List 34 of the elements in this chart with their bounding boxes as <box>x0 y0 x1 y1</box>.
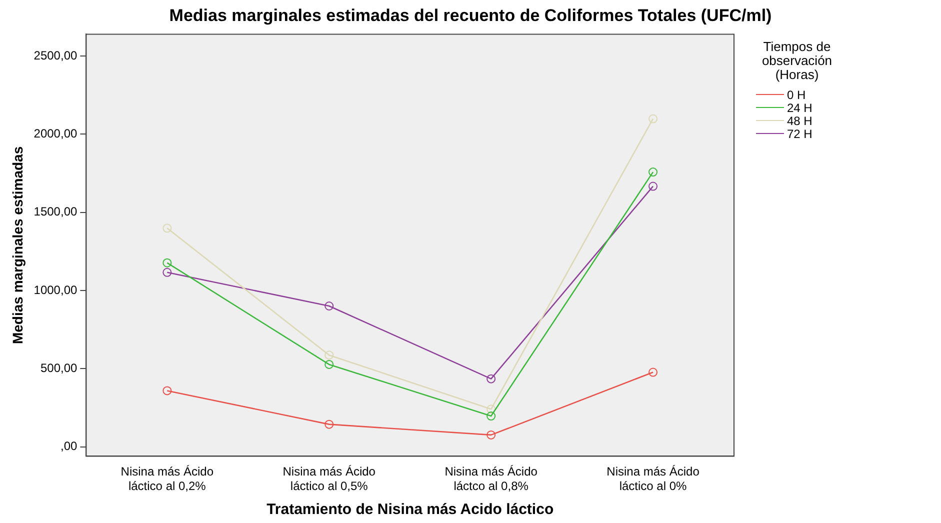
legend-title: Tiempos de observación (Horas) <box>760 39 834 82</box>
x-tick-label: Nisina más Ácido láctico al 0% <box>606 464 700 494</box>
point <box>162 258 172 268</box>
point <box>648 114 658 124</box>
point <box>162 268 172 277</box>
x-tick-label: Nisina más Ácido láctico al 0,2% <box>120 464 214 494</box>
point <box>648 168 658 177</box>
legend-label: 0 H <box>787 88 806 102</box>
y-tick-label: ,00 <box>60 439 78 454</box>
point <box>162 224 172 233</box>
legend-label: 48 H <box>787 114 812 128</box>
y-tick-label: 2500,00 <box>34 48 78 62</box>
point <box>486 412 496 421</box>
point <box>162 386 172 396</box>
y-tick-label: 500,00 <box>40 360 78 375</box>
point <box>486 430 496 440</box>
point <box>648 182 658 191</box>
y-axis-title: Medias marginales estimadas <box>9 146 26 344</box>
point <box>324 360 334 369</box>
x-tick-label: Nisina más Ácido láctico al 0,5% <box>282 464 376 494</box>
y-tick-label: 1000,00 <box>34 282 78 297</box>
x-axis-title: Tratamiento de Nisina más Acido láctico <box>266 501 554 518</box>
x-tick-label: Nisina más Ácido láctco al 0,8% <box>444 464 538 494</box>
point <box>324 350 334 360</box>
chart-title: Medias marginales estimadas del recuento de Coliformes Totales (UFC/ml) <box>168 6 773 26</box>
point <box>324 420 334 429</box>
y-tick-label: 2000,00 <box>34 126 78 141</box>
point <box>486 374 496 384</box>
legend-label: 72 H <box>787 126 812 140</box>
legend-label: 24 H <box>787 100 812 114</box>
point <box>324 302 334 310</box>
point <box>648 368 658 377</box>
point <box>486 404 496 414</box>
y-tick-label: 1500,00 <box>34 204 78 219</box>
